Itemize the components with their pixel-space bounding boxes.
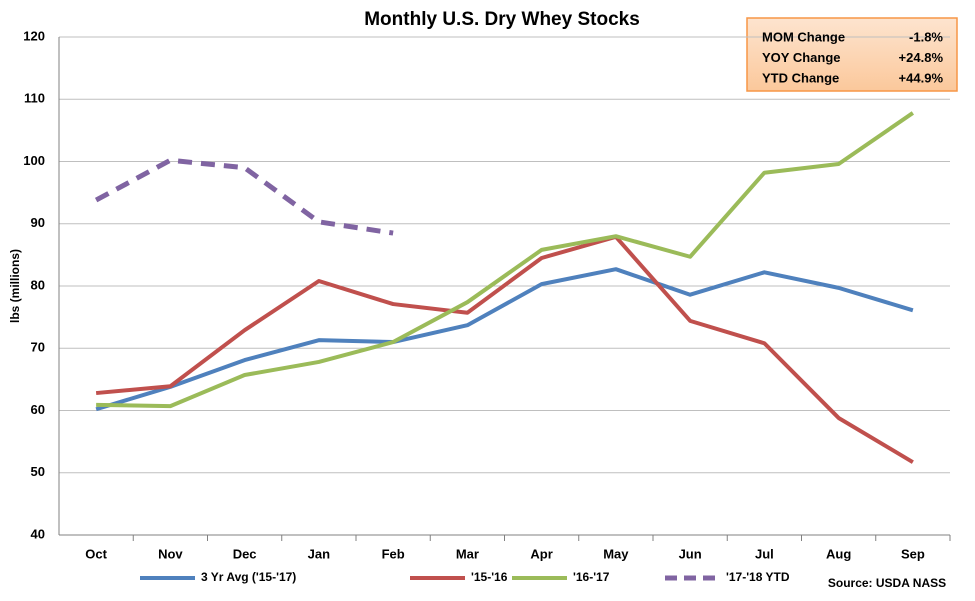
info-value: +24.8% — [899, 50, 944, 65]
y-tick-label: 110 — [24, 91, 45, 106]
y-tick-label: 40 — [31, 526, 45, 541]
legend-label: '17-'18 YTD — [726, 570, 790, 584]
x-tick-label: Jul — [755, 546, 774, 561]
y-tick-label: 60 — [31, 402, 45, 417]
y-tick-label: 120 — [23, 28, 45, 43]
x-tick-label: Mar — [456, 546, 479, 561]
y-tick-label: 100 — [23, 153, 45, 168]
info-label: YOY Change — [762, 50, 841, 65]
x-tick-label: Apr — [530, 546, 552, 561]
x-tick-label: Jan — [308, 546, 330, 561]
x-tick-label: Oct — [85, 546, 107, 561]
x-tick-label: Feb — [382, 546, 405, 561]
x-tick-label: Nov — [158, 546, 183, 561]
y-tick-label: 70 — [31, 340, 45, 355]
series-line — [95, 234, 914, 464]
y-axis-label: lbs (millions) — [8, 249, 22, 323]
info-box — [746, 17, 958, 92]
info-label: MOM Change — [762, 29, 845, 44]
source: Source: USDA NASS — [828, 576, 946, 590]
y-tick-label: 50 — [31, 464, 45, 479]
y-tick-label: 90 — [31, 215, 45, 230]
info-label: YTD Change — [762, 70, 839, 85]
x-tick-label: Aug — [826, 546, 851, 561]
info-value: +44.9% — [899, 70, 944, 85]
series-line — [96, 111, 915, 409]
chart-title: Monthly U.S. Dry Whey Stocks — [364, 9, 640, 30]
legend-label: 3 Yr Avg ('15-'17) — [201, 570, 296, 584]
legend-label: '16-'17 — [573, 570, 610, 584]
x-tick-label: Jun — [679, 546, 702, 561]
info-value: -1.8% — [909, 29, 943, 44]
x-tick-label: Sep — [901, 546, 925, 561]
x-tick-label: May — [603, 546, 629, 561]
x-tick-label: Dec — [233, 546, 257, 561]
legend-label: '15-'16 — [471, 570, 508, 584]
y-tick-label: 80 — [31, 277, 45, 292]
series-line — [95, 267, 914, 412]
series-line — [94, 157, 394, 236]
